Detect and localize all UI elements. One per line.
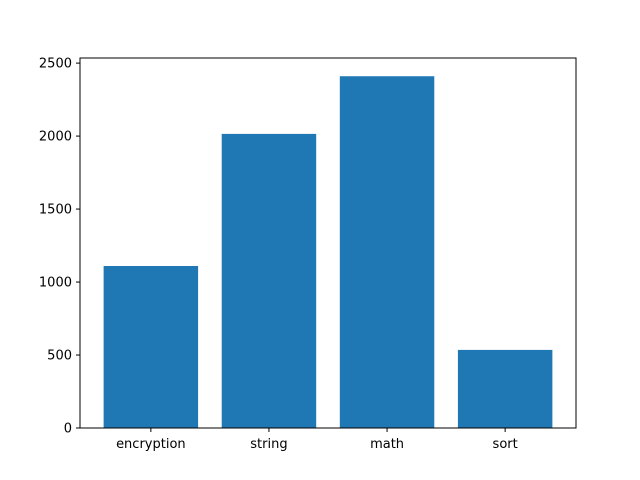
x-tick-label: encryption [116, 437, 186, 452]
y-tick-label: 1500 [39, 203, 72, 218]
bars-layer [103, 76, 553, 429]
y-tick-label: 1000 [39, 276, 72, 291]
y-tick-label: 0 [64, 422, 72, 437]
x-axis: encryption string math sort [116, 428, 518, 452]
y-tick-label: 2500 [39, 57, 72, 72]
y-tick-label: 2000 [39, 130, 72, 145]
bar-sort [457, 349, 553, 428]
x-tick-label: math [370, 437, 404, 452]
plot-area-frame [79, 57, 577, 429]
bar-string [221, 133, 317, 428]
bar-encryption [103, 265, 199, 428]
y-axis: 0 500 1000 1500 2000 2500 [39, 57, 80, 437]
y-tick-label: 500 [47, 349, 72, 364]
x-tick-label: string [250, 437, 287, 452]
x-tick-label: sort [493, 437, 518, 452]
bar-math [339, 76, 435, 429]
